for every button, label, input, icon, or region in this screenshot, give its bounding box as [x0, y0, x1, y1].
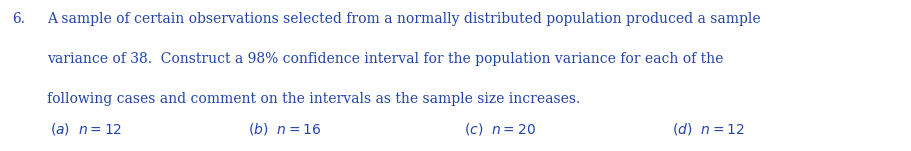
Text: variance of 38.  Construct a 98% confidence interval for the population variance: variance of 38. Construct a 98% confiden… — [47, 52, 722, 66]
Text: $\mathit{\left(d\right)}\ \ n = 12$: $\mathit{\left(d\right)}\ \ n = 12$ — [671, 121, 743, 137]
Text: $\mathit{\left(a\right)}\ \ n = 12$: $\mathit{\left(a\right)}\ \ n = 12$ — [49, 121, 122, 137]
Text: $\mathit{\left(b\right)}\ \ n = 16$: $\mathit{\left(b\right)}\ \ n = 16$ — [248, 121, 322, 137]
Text: following cases and comment on the intervals as the sample size increases.: following cases and comment on the inter… — [47, 92, 579, 106]
Text: A sample of certain observations selected from a normally distributed population: A sample of certain observations selecte… — [47, 12, 760, 26]
Text: 6.: 6. — [13, 12, 26, 26]
Text: $\mathit{\left(c\right)}\ \ n = 20$: $\mathit{\left(c\right)}\ \ n = 20$ — [464, 121, 536, 137]
